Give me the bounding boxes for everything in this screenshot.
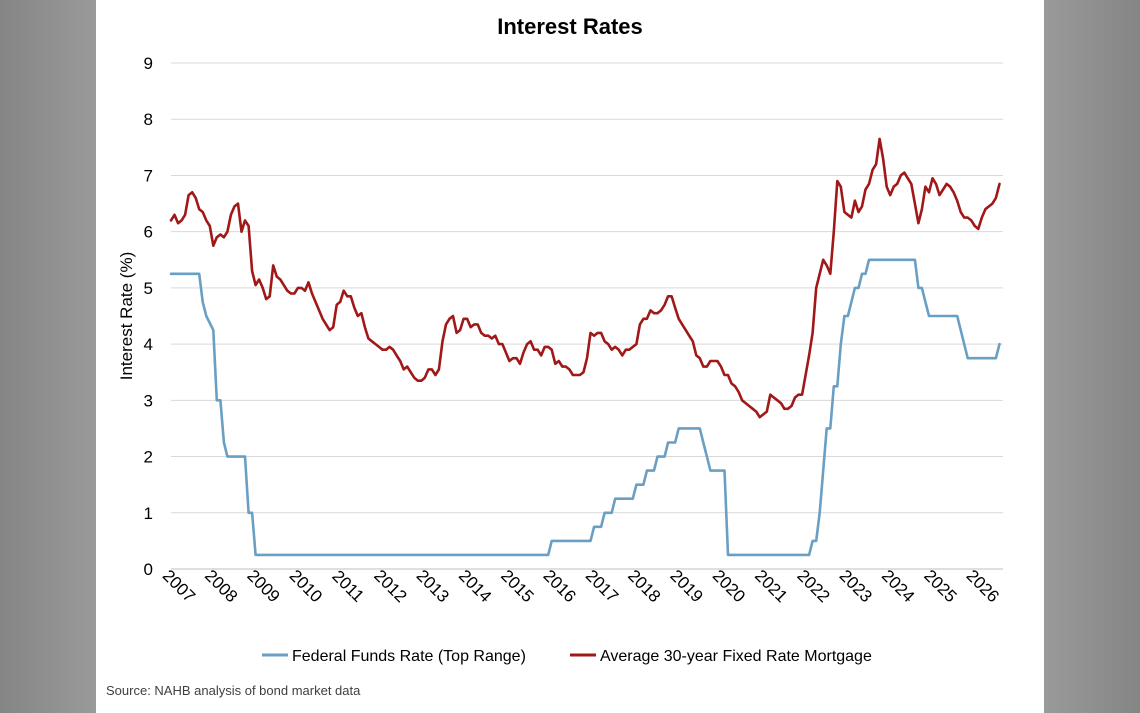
y-tick-label-0: 0 <box>144 560 153 579</box>
legend-item-mortgage-label: Average 30-year Fixed Rate Mortgage <box>600 648 872 665</box>
x-tick-label-2011: 2011 <box>328 566 367 605</box>
x-tick-label-2026: 2026 <box>963 566 1003 606</box>
x-tick-label-2014: 2014 <box>455 566 495 606</box>
source-note: Source: NAHB analysis of bond market dat… <box>106 683 361 698</box>
y-tick-label-5: 5 <box>144 279 153 298</box>
background-left <box>0 0 96 713</box>
y-tick-label-4: 4 <box>144 335 153 354</box>
series-lines <box>169 137 1001 557</box>
x-tick-label-2021: 2021 <box>751 566 791 606</box>
x-tick-label-2007: 2007 <box>159 566 199 606</box>
y-tick-label-2: 2 <box>144 448 153 467</box>
y-tick-label-7: 7 <box>144 166 153 185</box>
x-tick-label-2025: 2025 <box>920 566 960 606</box>
legend: Federal Funds Rate (Top Range) Average 30… <box>262 648 872 665</box>
x-tick-labels: 2007 2008 2009 2010 2011 2012 2013 2014 2015 2016… <box>159 566 1003 606</box>
mortgage-rate-line <box>169 137 1001 419</box>
y-tick-labels: 0 1 2 3 4 5 6 7 8 9 <box>144 54 153 579</box>
x-tick-label-2008: 2008 <box>201 566 241 606</box>
x-tick-label-2013: 2013 <box>413 566 453 606</box>
y-tick-label-3: 3 <box>144 391 153 410</box>
x-tick-label-2019: 2019 <box>666 566 706 606</box>
x-tick-label-2024: 2024 <box>878 566 918 606</box>
fed-funds-rate-line <box>169 258 1001 557</box>
y-tick-label-8: 8 <box>144 110 153 129</box>
legend-item-fed-funds-label: Federal Funds Rate (Top Range) <box>292 648 526 665</box>
x-tick-label-2009: 2009 <box>243 566 283 606</box>
x-tick-label-2023: 2023 <box>836 566 876 606</box>
x-tick-label-2012: 2012 <box>370 566 410 606</box>
x-tick-label-2017: 2017 <box>582 566 622 606</box>
y-tick-label-1: 1 <box>144 504 153 523</box>
x-tick-label-2010: 2010 <box>286 566 326 606</box>
x-tick-label-2022: 2022 <box>793 566 833 606</box>
gridlines <box>171 62 1003 570</box>
y-tick-label-9: 9 <box>144 54 153 73</box>
y-axis-label: Interest Rate (%) <box>117 252 136 381</box>
chart-title: Interest Rates <box>497 14 643 39</box>
x-tick-label-2018: 2018 <box>624 566 664 606</box>
background-right <box>1044 0 1140 713</box>
x-tick-label-2016: 2016 <box>540 566 580 606</box>
x-tick-label-2015: 2015 <box>497 566 537 606</box>
x-tick-label-2020: 2020 <box>709 566 749 606</box>
y-tick-label-6: 6 <box>144 223 153 242</box>
